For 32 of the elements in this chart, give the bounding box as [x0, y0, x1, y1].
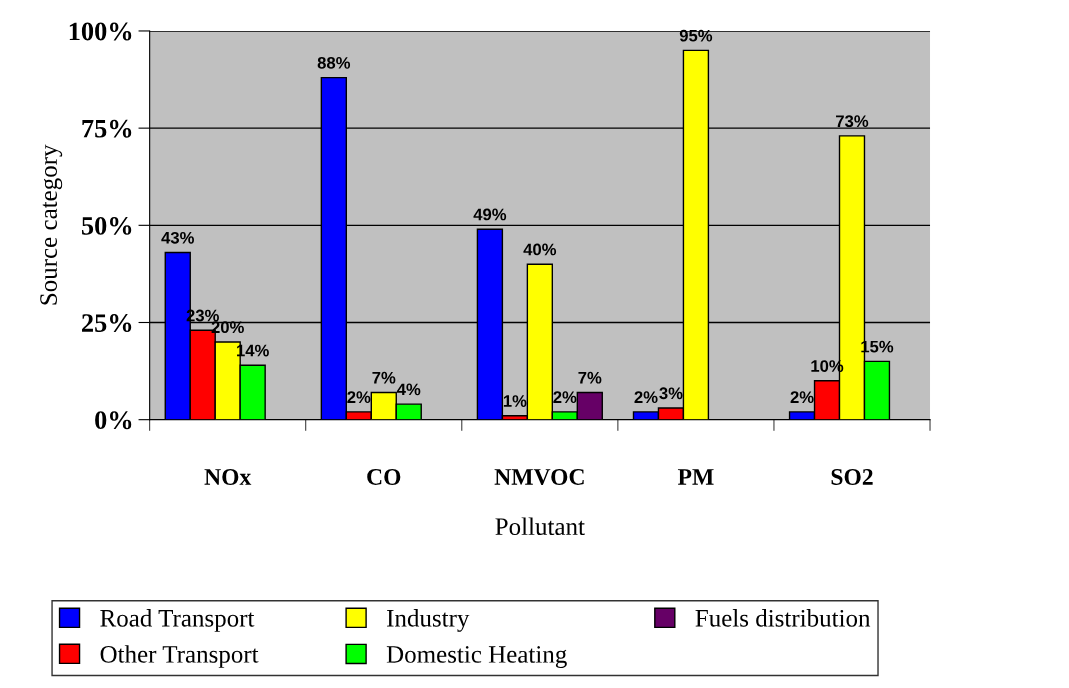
x-tick-label: SO2	[831, 469, 873, 485]
y-tick-label: 0%	[95, 411, 132, 430]
x-axis-title: Pollutant	[495, 517, 585, 536]
data-label: 3%	[659, 387, 683, 400]
legend-label: Industry	[387, 609, 470, 632]
y-tick-label: 50%	[81, 216, 132, 235]
data-label: 7%	[578, 371, 602, 384]
legend-label: Fuels distribution	[695, 609, 871, 627]
data-label: 4%	[396, 383, 421, 396]
data-label: 2%	[347, 391, 371, 404]
y-tick-label: 75%	[82, 119, 132, 138]
legend-label: Other Transport	[100, 645, 259, 668]
legend-label: Domestic Heating	[386, 646, 567, 668]
data-label: 1%	[503, 395, 527, 407]
data-label: 49%	[473, 208, 507, 221]
data-label: 88%	[317, 56, 351, 69]
y-axis-title: Source category	[40, 144, 63, 305]
data-label: 2%	[634, 391, 658, 404]
x-tick-label: NMVOC	[494, 469, 584, 486]
y-tick-label: 100%	[69, 22, 132, 41]
legend-label: Road Transport	[100, 609, 255, 632]
data-label: 95%	[679, 29, 713, 42]
data-label: 2%	[553, 391, 577, 404]
data-label: 73%	[836, 115, 869, 128]
data-label: 40%	[523, 243, 557, 256]
data-label: 43%	[161, 231, 194, 244]
y-tick-label: 25%	[82, 314, 132, 332]
x-tick-label: NOx	[204, 469, 252, 485]
data-label: 7%	[372, 371, 396, 384]
x-tick-label: CO	[367, 469, 401, 485]
data-label: 2%	[790, 391, 814, 404]
x-tick-label: PM	[677, 469, 714, 485]
